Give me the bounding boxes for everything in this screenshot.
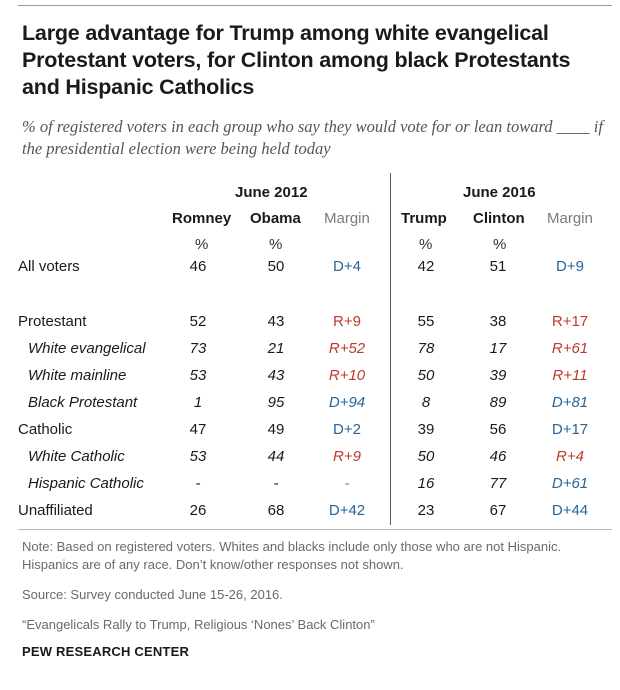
footnote: Note: Based on registered voters. Whites…: [22, 539, 562, 572]
margin-cell: R+4: [556, 448, 584, 465]
value-cell-obama: 95: [267, 394, 285, 411]
margin-cell: D+17: [551, 421, 589, 438]
margin-cell: D+42: [328, 502, 366, 519]
margin-cell: R+9: [333, 448, 361, 465]
margin-cell: D+81: [551, 394, 589, 411]
value-cell-romney: 73: [189, 340, 207, 357]
value-cell-clinton: 39: [489, 367, 507, 384]
value-cell-clinton: 89: [489, 394, 507, 411]
value-cell-obama: 44: [267, 448, 285, 465]
top-rule: [18, 5, 612, 6]
value-cell-clinton: 17: [489, 340, 507, 357]
margin-cell: D+9: [556, 258, 584, 275]
source-note: Source: Survey conducted June 15-26, 201…: [22, 587, 283, 602]
margin-cell: R+61: [551, 340, 589, 357]
margin-cell: D+61: [551, 475, 589, 492]
row-label: All voters: [18, 258, 80, 275]
value-cell-trump: 16: [417, 475, 435, 492]
value-cell-romney: 47: [189, 421, 207, 438]
value-cell-romney: 52: [189, 313, 207, 330]
value-cell-romney: 1: [193, 394, 203, 411]
page-title: Large advantage for Trump among white ev…: [22, 21, 571, 99]
value-cell-obama: 21: [267, 340, 285, 357]
value-cell-clinton: 46: [489, 448, 507, 465]
value-cell-romney: 26: [189, 502, 207, 519]
row-label: White evangelical: [28, 340, 146, 357]
value-cell-trump: 23: [417, 502, 435, 519]
value-cell-clinton: 77: [489, 475, 507, 492]
row-label: Unaffiliated: [18, 502, 93, 519]
report-title: “Evangelicals Rally to Trump, Religious …: [22, 617, 375, 632]
unit-clinton: %: [493, 236, 507, 253]
period-2012: June 2012: [235, 184, 308, 201]
value-cell-clinton: 38: [489, 313, 507, 330]
row-label: Protestant: [18, 313, 87, 330]
value-cell-trump: 8: [421, 394, 431, 411]
margin-cell: R+9: [333, 313, 361, 330]
period-2016: June 2016: [463, 184, 536, 201]
value-cell-trump: 55: [417, 313, 435, 330]
col-margin-2012: Margin: [324, 210, 370, 227]
unit-romney: %: [195, 236, 209, 253]
margin-cell: R+52: [328, 340, 366, 357]
column-divider: [390, 173, 391, 525]
unit-trump: %: [419, 236, 433, 253]
value-cell-trump: 78: [417, 340, 435, 357]
value-cell-obama: 49: [267, 421, 285, 438]
value-cell-clinton: 67: [489, 502, 507, 519]
margin-cell: R+17: [551, 313, 589, 330]
margin-cell: D+2: [333, 421, 361, 438]
value-cell-obama: 43: [267, 367, 285, 384]
value-cell-trump: 50: [417, 448, 435, 465]
value-cell-romney: -: [195, 475, 201, 492]
row-label: Black Protestant: [28, 394, 138, 411]
col-romney: Romney: [172, 210, 232, 227]
value-cell-romney: 53: [189, 448, 207, 465]
margin-cell: D+44: [551, 502, 589, 519]
value-cell-obama: 68: [267, 502, 285, 519]
value-cell-clinton: 51: [489, 258, 507, 275]
value-cell-trump: 50: [417, 367, 435, 384]
value-cell-trump: 39: [417, 421, 435, 438]
value-cell-obama: -: [273, 475, 279, 492]
margin-cell: R+10: [328, 367, 366, 384]
page-subtitle: % of registered voters in each group who…: [22, 117, 603, 158]
col-clinton: Clinton: [473, 210, 525, 227]
row-label: Catholic: [18, 421, 73, 438]
chart-frame: Large advantage for Trump among white ev…: [4, 0, 614, 682]
margin-cell: D+94: [328, 394, 366, 411]
value-cell-romney: 53: [189, 367, 207, 384]
unit-obama: %: [269, 236, 283, 253]
value-cell-trump: 42: [417, 258, 435, 275]
row-label: Hispanic Catholic: [28, 475, 144, 492]
row-label: White Catholic: [28, 448, 125, 465]
value-cell-obama: 50: [267, 258, 285, 275]
value-cell-obama: 43: [267, 313, 285, 330]
col-margin-2016: Margin: [547, 210, 593, 227]
col-obama: Obama: [250, 210, 301, 227]
margin-cell: D+4: [333, 258, 361, 275]
brand-logo-text: PEW RESEARCH CENTER: [22, 644, 190, 659]
value-cell-clinton: 56: [489, 421, 507, 438]
value-cell-romney: 46: [189, 258, 207, 275]
margin-cell: -: [344, 475, 350, 492]
row-label: White mainline: [28, 367, 127, 384]
margin-cell: R+11: [552, 367, 588, 384]
footer-rule: [18, 529, 612, 530]
col-trump: Trump: [401, 210, 447, 227]
